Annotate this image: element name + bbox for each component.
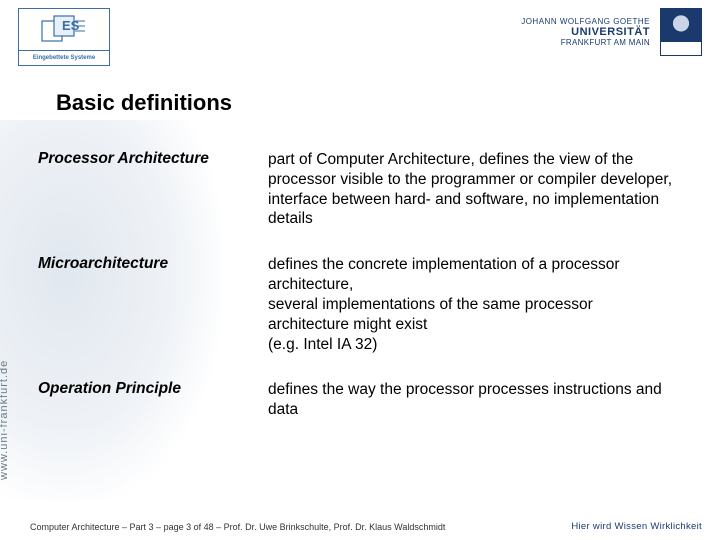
page-title: Basic definitions [0,72,720,116]
definitions-list: Processor Architecture part of Computer … [0,116,720,420]
definition-row: Operation Principle defines the way the … [38,380,674,420]
university-seal-icon [660,8,702,56]
term: Microarchitecture [38,255,268,354]
definition: defines the concrete implementation of a… [268,255,674,354]
logo-left-label: Eingebettete Systeme [19,51,109,65]
footer-left: Computer Architecture – Part 3 – page 3 … [30,522,445,532]
term: Processor Architecture [38,150,268,229]
definition-row: Microarchitecture defines the concrete i… [38,255,674,354]
uni-line2: UNIVERSITÄT [521,26,650,38]
es-icon: ES [19,9,109,51]
footer: Computer Architecture – Part 3 – page 3 … [30,521,702,532]
university-name: JOHANN WOLFGANG GOETHE UNIVERSITÄT FRANK… [521,17,650,47]
term: Operation Principle [38,380,268,420]
definition: defines the way the processor processes … [268,380,674,420]
header: ES Eingebettete Systeme JOHANN WOLFGANG … [0,0,720,72]
definition-row: Processor Architecture part of Computer … [38,150,674,229]
uni-line3: FRANKFURT AM MAIN [521,38,650,47]
logo-university: JOHANN WOLFGANG GOETHE UNIVERSITÄT FRANK… [521,8,702,56]
footer-right: Hier wird Wissen Wirklichkeit [571,521,702,532]
uni-line1: JOHANN WOLFGANG GOETHE [521,17,650,26]
logo-embedded-systems: ES Eingebettete Systeme [18,8,110,66]
definition: part of Computer Architecture, defines t… [268,150,674,229]
